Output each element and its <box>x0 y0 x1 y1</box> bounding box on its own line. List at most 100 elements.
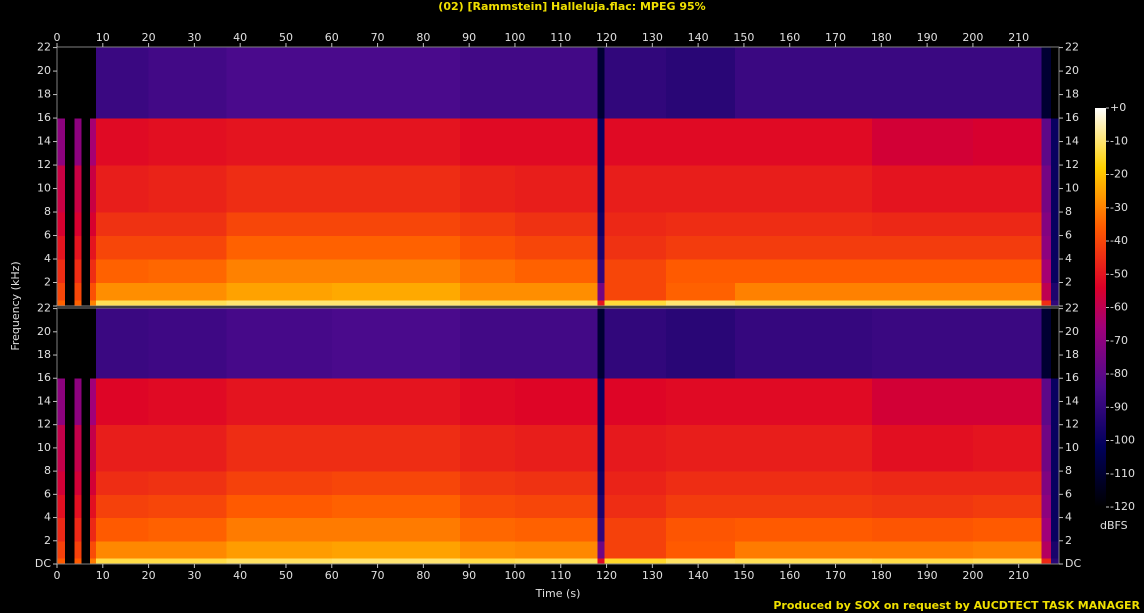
spectrogram-cell <box>1050 282 1060 301</box>
y-tick-label: 10 <box>37 441 51 454</box>
spectrogram-cell <box>1050 259 1060 284</box>
spectrogram-cell <box>604 212 667 237</box>
x-tick-label: 190 <box>917 569 938 582</box>
y-tick-label: 22 <box>37 41 51 54</box>
spectrogram-cell <box>459 300 516 307</box>
spectrogram-cell <box>597 165 605 213</box>
spectrogram-cell <box>597 47 605 119</box>
spectrogram-cell <box>81 300 91 307</box>
spectrogram-cell <box>64 308 75 379</box>
spectrogram-cell <box>89 540 97 559</box>
spectrogram-cell <box>734 259 873 284</box>
spectrogram-cell <box>1041 494 1052 519</box>
spectrogram-cell <box>95 517 150 542</box>
spectrogram-cell <box>331 300 461 307</box>
spectrogram-cell <box>666 47 736 119</box>
spectrogram-cell <box>972 424 1043 472</box>
spectrogram-cell <box>666 300 736 307</box>
spectrogram-cell <box>666 235 736 260</box>
spectrogram-cell <box>226 47 333 119</box>
spectrogram-cell <box>1041 378 1052 426</box>
spectrogram-cell <box>666 424 736 472</box>
colorbar-label: dBFS <box>1100 519 1128 532</box>
y-tick-label: 14 <box>1065 135 1079 148</box>
spectrogram-cell <box>734 118 873 166</box>
spectrogram-cell <box>81 424 91 472</box>
spectrogram-cell <box>459 558 516 565</box>
spectrogram-cell <box>64 235 75 260</box>
spectrogram-cell <box>148 540 227 559</box>
x-tick-label: 170 <box>825 31 846 44</box>
spectrogram-cell <box>1041 212 1052 237</box>
spectrogram-cell <box>1041 424 1052 472</box>
y-tick-label: 4 <box>1065 511 1072 524</box>
spectrogram-cell <box>89 47 97 119</box>
spectrogram-cell <box>64 558 75 565</box>
spectrogram-cell <box>734 235 873 260</box>
spectrogram-cell <box>666 378 736 426</box>
x-tick-label: 120 <box>596 569 617 582</box>
spectrogram-cell <box>514 212 598 237</box>
y-tick-label: 8 <box>1065 464 1072 477</box>
spectrogram-cell <box>459 378 516 426</box>
spectrogram-cell <box>734 471 873 495</box>
spectrogram-cell <box>148 300 227 307</box>
y-tick-label: 6 <box>44 487 51 500</box>
y-tick-label: 14 <box>37 394 51 407</box>
y-tick-label: 10 <box>1065 441 1079 454</box>
spectrogram-cell <box>604 540 667 559</box>
spectrogram-cell <box>666 558 736 565</box>
spectrogram-cell <box>57 282 66 301</box>
spectrogram-cell <box>89 300 97 307</box>
spectrogram-cell <box>972 165 1043 213</box>
spectrogram-cell <box>89 378 97 426</box>
spectrogram-cell <box>95 282 150 301</box>
x-tick-label: 150 <box>733 31 754 44</box>
spectrogram-cell <box>331 282 461 301</box>
spectrogram-cell <box>597 259 605 284</box>
spectrogram-cell <box>872 235 974 260</box>
spectrogram-cell <box>972 471 1043 495</box>
spectrogram-cell <box>226 471 333 495</box>
spectrogram-cell <box>666 494 736 519</box>
spectrogram-cell <box>666 540 736 559</box>
spectrogram-cell <box>148 471 227 495</box>
spectrogram-cell <box>74 47 82 119</box>
spectrogram-cell <box>1050 308 1060 379</box>
spectrogram-cell <box>331 235 461 260</box>
y-tick-label: 2 <box>1065 276 1072 289</box>
spectrogram-cell <box>95 212 150 237</box>
x-tick-label: 140 <box>688 569 709 582</box>
spectrogram-cell <box>604 378 667 426</box>
spectrogram-cell <box>95 494 150 519</box>
spectrogram-cell <box>64 517 75 542</box>
spectrogram-cell <box>57 47 66 119</box>
y-tick-label: 8 <box>1065 205 1072 218</box>
spectrogram-cell <box>1050 165 1060 213</box>
spectrogram-cell <box>81 235 91 260</box>
spectrogram-cell <box>331 47 461 119</box>
spectrogram-cell <box>972 47 1043 119</box>
spectrogram-cell <box>89 212 97 237</box>
x-tick-label: 40 <box>233 31 247 44</box>
spectrogram-cell <box>57 300 66 307</box>
spectrogram-cell <box>74 378 82 426</box>
spectrogram-cell <box>459 259 516 284</box>
spectrogram-cell <box>459 47 516 119</box>
spectrogram-cell <box>89 118 97 166</box>
spectrogram-cell <box>95 308 150 379</box>
y-tick-label: 20 <box>37 64 51 77</box>
x-tick-label: 20 <box>142 31 156 44</box>
spectrogram-cell <box>89 558 97 565</box>
spectrogram-cell <box>604 47 667 119</box>
spectrogram-cell <box>514 308 598 379</box>
y-tick-label: DC <box>1065 557 1081 570</box>
spectrogram-cell <box>1041 165 1052 213</box>
spectrogram-cell <box>64 424 75 472</box>
y-axis-label: Frequency (kHz) <box>9 261 22 350</box>
spectrogram-cell <box>972 517 1043 542</box>
y-tick-label: 12 <box>1065 418 1079 431</box>
spectrogram-cell <box>64 259 75 284</box>
y-tick-label: 6 <box>1065 229 1072 242</box>
spectrogram-cell <box>331 558 461 565</box>
